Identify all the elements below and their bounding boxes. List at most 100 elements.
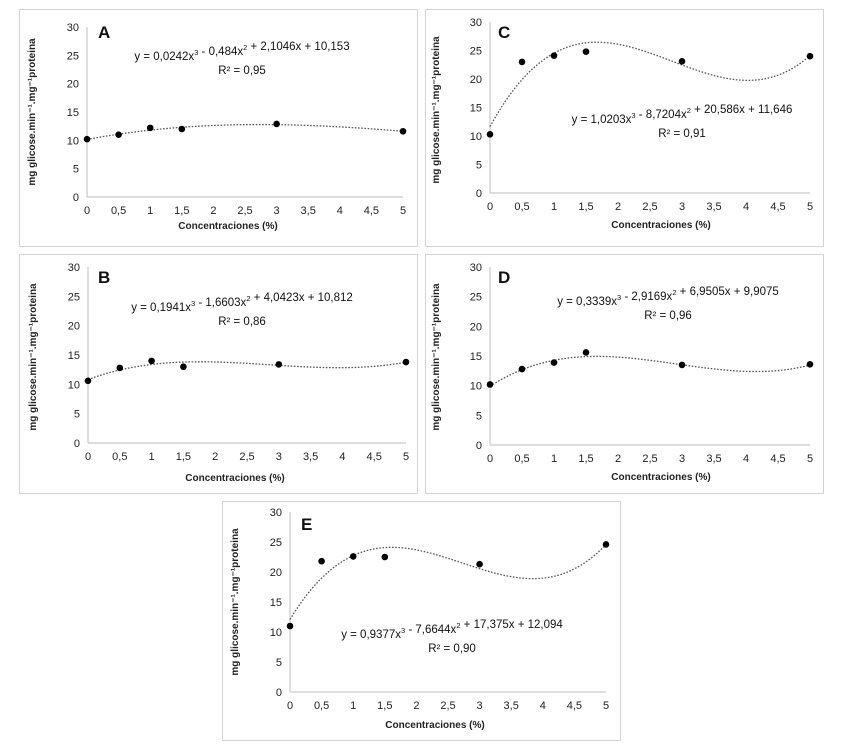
x-tick-label: 0,5: [111, 205, 126, 217]
x-tick-label: 1,5: [578, 201, 593, 213]
y-tick-label: 20: [68, 321, 80, 333]
y-axis-title: mg glicose.min⁻¹.mg⁻¹proteina: [27, 38, 38, 186]
r-squared-label: R² = 0,95: [218, 65, 266, 77]
y-tick-label: 10: [270, 627, 282, 639]
x-tick-label: 5: [807, 453, 813, 465]
y-tick-label: 5: [74, 409, 80, 421]
chart-panel-a: 0 5 10 15 20 25 30 0 0,5 1 1,5 2 2,5 3 3,5 4 4,5 5 Concent…: [19, 9, 418, 247]
y-tick-label: 20: [470, 74, 482, 86]
y-tick-label: 15: [67, 107, 79, 119]
x-tick-label: 4: [743, 201, 749, 213]
y-tick-label: 5: [73, 164, 79, 176]
y-tick-label: 0: [73, 192, 79, 204]
y-tick-label: 0: [476, 440, 482, 452]
trendline: [289, 544, 607, 620]
y-tick-label: 20: [470, 321, 482, 333]
x-tick-label: 4: [540, 700, 546, 712]
y-tick-label: 25: [470, 292, 482, 304]
x-tick-label: 4,5: [367, 451, 382, 463]
x-tick-label: 3: [276, 451, 282, 463]
x-tick-label: 0,5: [314, 700, 329, 712]
chart-svg-d: 0 5 10 15 20 25 30 0 0,5 1 1,5 2 2,5 3 3,5 4 4,5 5 Concent…: [431, 262, 814, 483]
x-tick-label: 4: [743, 453, 749, 465]
data-point: [399, 127, 407, 135]
data-point: [678, 58, 686, 65]
chart-panel-c: 0 5 10 15 20 25 30 0 0,5 1 1,5 2 2,5 3 3,5 4 4,5 5 Concent…: [425, 9, 824, 247]
x-tick-label: 1,5: [578, 453, 593, 465]
chart-panel-d: 0 5 10 15 20 25 30 0 0,5 1 1,5 2 2,5 3 3,5 4 4,5 5 Concent…: [425, 254, 824, 494]
panel-letter-c: C: [498, 23, 510, 42]
y-axis-title: mg glicose.min⁻¹.mg⁻¹proteina: [431, 283, 442, 431]
x-tick-label: 2: [212, 451, 218, 463]
x-tick-label: 2: [210, 205, 216, 217]
x-tick-label: 4: [339, 451, 345, 463]
data-point: [476, 560, 483, 568]
y-tick-label: 0: [476, 188, 482, 200]
data-point: [806, 361, 814, 368]
x-tick-label: 0: [487, 201, 493, 213]
x-tick-label: 2,5: [237, 205, 252, 217]
y-tick-label: 15: [270, 597, 282, 609]
y-tick-label: 10: [470, 381, 482, 393]
data-point: [146, 124, 154, 132]
y-tick-label: 15: [470, 103, 482, 115]
y-axis-title: mg glicose.min⁻¹.mg⁻¹proteina: [431, 36, 442, 184]
y-tick-label: 0: [276, 687, 282, 699]
trendline-equation: y = 0,3339x3 - 2,9169x2 + 6,9505x + 9,90…: [557, 286, 779, 308]
x-tick-label: 4,5: [770, 201, 785, 213]
x-axis-title: Concentraciones (%): [611, 220, 710, 231]
x-tick-label: 3: [679, 453, 685, 465]
x-tick-label: 1,5: [174, 205, 189, 217]
data-point: [115, 131, 122, 138]
x-tick-label: 1,5: [377, 700, 392, 712]
panel-letter-d: D: [498, 268, 510, 287]
x-tick-label: 0,5: [514, 201, 529, 213]
x-tick-label: 0: [487, 453, 493, 465]
y-tick-label: 30: [67, 22, 79, 34]
data-point: [349, 553, 357, 560]
y-tick-label: 30: [470, 17, 482, 29]
chart-svg-a: 0 5 10 15 20 25 30 0 0,5 1 1,5 2 2,5 3 3,5 4 4,5 5 Concent…: [27, 22, 407, 232]
data-point: [486, 381, 494, 388]
data-point: [180, 363, 187, 371]
data-point: [178, 125, 186, 133]
x-tick-label: 1: [551, 201, 557, 213]
y-tick-label: 5: [476, 160, 482, 172]
x-tick-label: 3,5: [303, 451, 318, 463]
data-point: [148, 357, 155, 365]
data-point: [83, 135, 91, 143]
x-tick-label: 0: [287, 700, 293, 712]
data-point: [486, 130, 494, 138]
data-point: [402, 358, 410, 366]
x-axis-title: Concentraciones (%): [178, 221, 277, 232]
x-tick-label: 2,5: [642, 201, 657, 213]
trendline: [87, 361, 407, 381]
y-tick-label: 10: [67, 135, 79, 147]
y-tick-label: 10: [470, 131, 482, 143]
x-tick-label: 2: [413, 700, 419, 712]
x-tick-label: 3: [679, 201, 685, 213]
x-tick-label: 4,5: [770, 453, 785, 465]
x-tick-label: 5: [603, 700, 609, 712]
data-point: [381, 553, 389, 561]
x-tick-label: 3,5: [706, 453, 721, 465]
data-point: [550, 359, 558, 366]
x-tick-label: 3,5: [706, 201, 721, 213]
r-squared-label: R² = 0,96: [644, 310, 692, 322]
data-point: [275, 361, 283, 368]
x-tick-label: 0: [85, 451, 91, 463]
y-tick-label: 20: [67, 79, 79, 91]
panel-letter-e: E: [301, 515, 312, 534]
x-tick-label: 0,5: [514, 453, 529, 465]
y-tick-label: 30: [68, 262, 80, 274]
x-tick-label: 3: [274, 205, 280, 217]
data-point: [602, 541, 610, 548]
trendline-equation: y = 0,0242x3 - 0,484x2 + 2,1046x + 10,15…: [134, 41, 349, 63]
y-tick-label: 25: [270, 537, 282, 549]
data-point: [84, 377, 92, 385]
x-tick-label: 1: [147, 205, 153, 217]
trendline-equation: y = 0,1941x3 - 1,6603x2 + 4,0423x + 10,8…: [131, 292, 353, 314]
x-tick-label: 4,5: [567, 700, 582, 712]
chart-panel-b: 0 5 10 15 20 25 30 0 0,5 1 1,5 2 2,5 3 3,5 4 4,5 5 Concent…: [19, 254, 418, 494]
x-tick-label: 3,5: [301, 205, 316, 217]
